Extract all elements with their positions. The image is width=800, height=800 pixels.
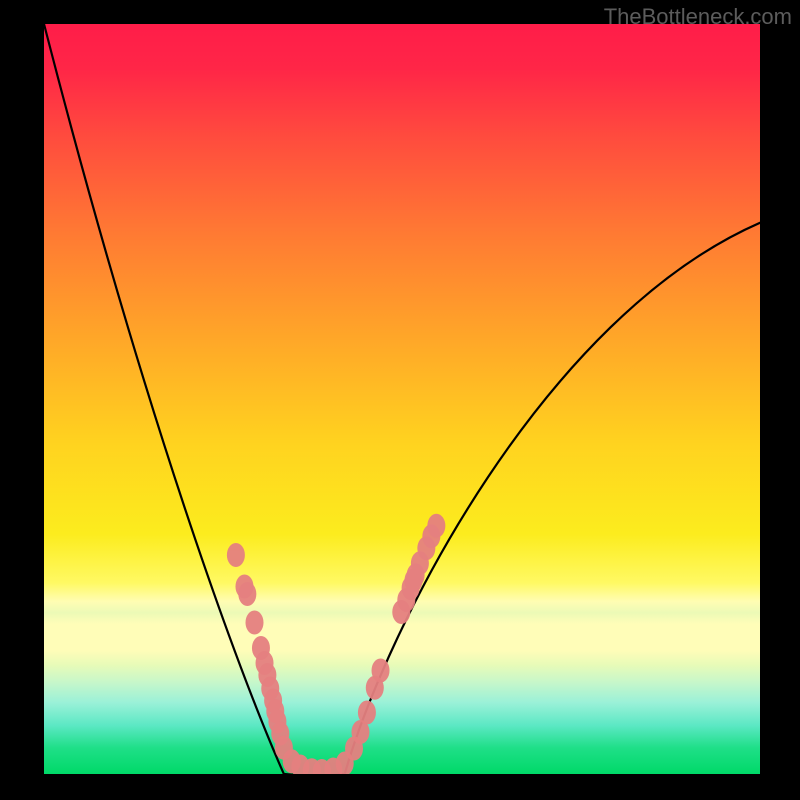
data-marker <box>358 701 376 725</box>
data-marker <box>372 659 390 683</box>
data-marker <box>227 543 245 567</box>
gradient-background <box>44 24 760 774</box>
data-marker <box>238 582 256 606</box>
watermark-text: TheBottleneck.com <box>604 4 792 30</box>
data-marker <box>246 611 264 635</box>
chart-container: TheBottleneck.com <box>0 0 800 800</box>
plot-area <box>44 24 760 774</box>
data-marker <box>427 514 445 538</box>
